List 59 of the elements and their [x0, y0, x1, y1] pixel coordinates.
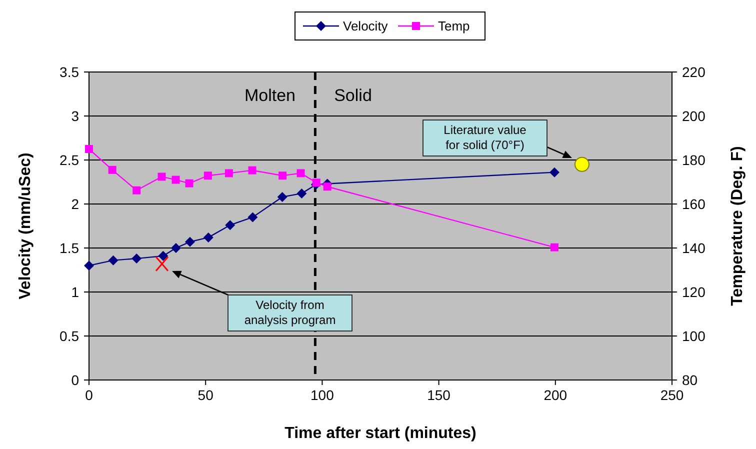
point	[155, 256, 169, 272]
x-tick-label: 100	[310, 387, 334, 403]
point	[132, 254, 142, 264]
x-tick-label: 250	[660, 387, 684, 403]
x-axis-title: Time after start (minutes)	[284, 425, 476, 442]
y2-axis-title: Temperature (Deg. F)	[729, 146, 746, 306]
annotation: Molten	[244, 86, 296, 105]
annotation: Literature value for solid (70°F)	[444, 123, 527, 152]
point	[132, 186, 141, 194]
point	[224, 169, 233, 178]
point	[248, 212, 258, 222]
point	[170, 243, 181, 253]
y2-tick-label: 80	[682, 372, 698, 388]
point	[108, 255, 118, 266]
point	[108, 166, 116, 174]
point	[172, 176, 180, 184]
y2-tick-label: 180	[682, 152, 706, 168]
y-tick-label: 2	[71, 196, 80, 212]
annotation: Solid	[334, 86, 372, 105]
point	[185, 179, 194, 188]
legend-label: Velocity	[343, 18, 388, 34]
point	[158, 172, 166, 181]
x-tick-label: 50	[198, 387, 214, 403]
y2-tick-label: 160	[682, 196, 706, 212]
point	[204, 172, 212, 180]
point	[296, 188, 307, 198]
x-tick-label: 200	[544, 387, 568, 403]
y-tick-label: 0	[71, 372, 80, 388]
y2-tick-label: 220	[682, 64, 706, 80]
x-tick-label: 0	[85, 387, 94, 403]
point	[277, 192, 288, 202]
point	[158, 250, 168, 261]
point	[85, 145, 93, 153]
y2-tick-label: 200	[682, 108, 706, 124]
y-tick-label: 1	[71, 284, 80, 300]
annotation: Velocity from analysis program	[244, 298, 336, 327]
point	[203, 232, 214, 242]
point	[323, 182, 332, 191]
point	[312, 178, 320, 187]
y2-tick-label: 120	[682, 284, 706, 300]
point	[248, 166, 256, 174]
point	[225, 220, 236, 230]
y-tick-label: 1.5	[60, 240, 80, 256]
point	[550, 243, 558, 252]
y2-tick-label: 140	[682, 240, 706, 256]
point	[278, 172, 287, 180]
y-tick-label: 3	[71, 108, 80, 124]
legend-label: Temp	[438, 18, 470, 34]
point	[574, 156, 590, 172]
point	[296, 169, 305, 178]
point	[184, 236, 195, 247]
x-tick-label: 150	[427, 387, 451, 403]
y-tick-label: 0.5	[60, 328, 80, 344]
y-axis-title: Velocity (mm/uSec)	[17, 152, 34, 300]
y2-tick-label: 100	[682, 328, 706, 344]
y-tick-label: 3.5	[60, 64, 80, 80]
point	[549, 167, 560, 178]
point	[84, 260, 94, 271]
y-tick-label: 2.5	[60, 152, 80, 168]
